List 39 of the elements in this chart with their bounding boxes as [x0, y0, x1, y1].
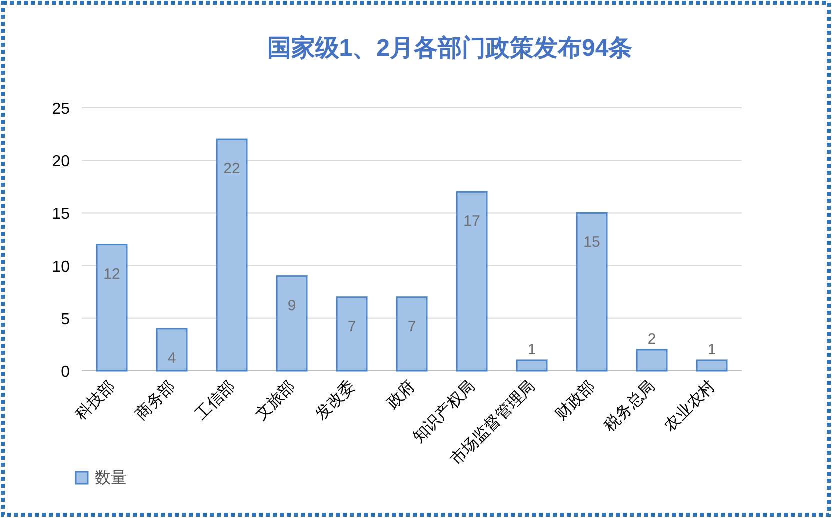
data-label: 1	[708, 341, 716, 358]
data-label: 4	[168, 350, 176, 367]
data-label: 12	[104, 266, 120, 283]
data-label: 22	[224, 160, 240, 178]
bar	[336, 296, 368, 372]
bar	[456, 191, 488, 372]
data-label: 7	[348, 318, 356, 336]
data-label: 2	[648, 330, 656, 348]
y-tick-label: 5	[61, 311, 70, 328]
x-tick-label: 商务部	[132, 377, 179, 424]
data-label: 7	[408, 318, 416, 336]
x-tick-label: 发改委	[312, 377, 359, 424]
legend-label: 数量	[95, 470, 127, 487]
bar	[516, 360, 548, 372]
bar	[576, 212, 608, 372]
bar	[216, 138, 248, 372]
data-label: 17	[464, 213, 480, 230]
chart-title: 国家级1、2月各部门政策发布94条	[267, 35, 633, 62]
data-label: 15	[584, 234, 600, 252]
y-tick-label: 20	[52, 154, 70, 171]
bar	[156, 328, 188, 372]
x-tick-label: 政府	[383, 377, 419, 412]
data-label: 1	[528, 341, 536, 358]
y-tick-label: 10	[52, 258, 70, 276]
bar	[696, 360, 728, 372]
y-tick-label: 25	[52, 101, 70, 118]
y-tick-label: 15	[52, 206, 70, 224]
bar	[396, 296, 428, 372]
x-tick-label: 税务总局	[600, 377, 659, 436]
x-tick-label: 农业农村	[660, 377, 719, 436]
bar	[276, 276, 308, 372]
x-tick-label: 工信部	[192, 377, 239, 424]
x-tick-label: 文旅部	[252, 377, 299, 424]
data-label: 9	[288, 297, 296, 314]
y-tick-label: 0	[61, 364, 70, 381]
x-tick-label: 科技部	[72, 377, 119, 424]
x-tick-label: 财政部	[552, 377, 599, 424]
bar	[96, 244, 128, 372]
bar	[636, 349, 668, 372]
